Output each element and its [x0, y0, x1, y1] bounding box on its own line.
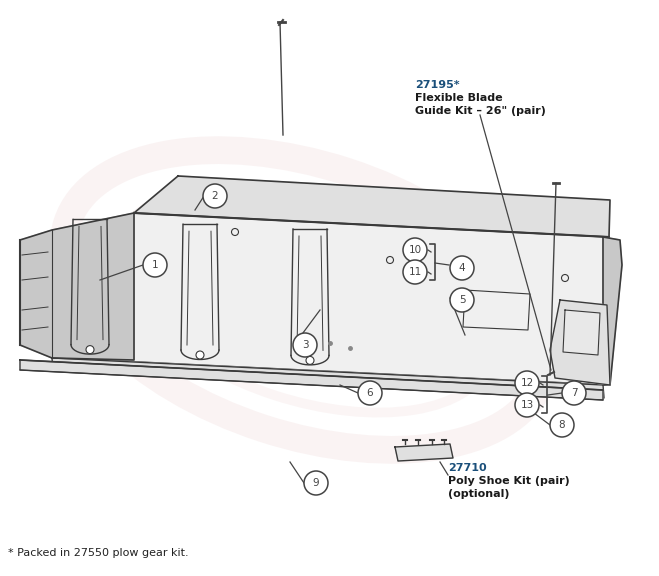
Text: 7: 7: [571, 388, 577, 398]
Text: 12: 12: [521, 378, 534, 388]
Text: 9: 9: [312, 478, 320, 488]
Polygon shape: [563, 310, 600, 355]
Circle shape: [293, 333, 317, 357]
Text: 11: 11: [409, 267, 422, 277]
Polygon shape: [395, 444, 453, 461]
Polygon shape: [20, 360, 603, 400]
Text: 27195*: 27195*: [415, 80, 459, 90]
Circle shape: [403, 260, 427, 284]
Circle shape: [143, 253, 167, 277]
Circle shape: [515, 393, 539, 417]
Text: 13: 13: [521, 400, 534, 410]
Polygon shape: [20, 213, 134, 360]
Polygon shape: [463, 290, 530, 330]
Text: 3: 3: [302, 340, 308, 350]
Circle shape: [358, 381, 382, 405]
Text: Poly Shoe Kit (pair): Poly Shoe Kit (pair): [448, 476, 570, 486]
Polygon shape: [52, 213, 609, 385]
Text: SPECIALISTS: SPECIALISTS: [146, 298, 394, 332]
Circle shape: [304, 471, 328, 495]
Text: * Packed in 27550 plow gear kit.: * Packed in 27550 plow gear kit.: [8, 548, 188, 558]
Text: (optional): (optional): [448, 489, 509, 499]
Circle shape: [550, 413, 574, 437]
Circle shape: [203, 184, 227, 208]
Text: 2: 2: [212, 191, 218, 201]
Text: 27710: 27710: [448, 463, 486, 473]
Circle shape: [450, 256, 474, 280]
Circle shape: [196, 351, 204, 359]
Text: 8: 8: [559, 420, 565, 430]
Circle shape: [515, 371, 539, 395]
Circle shape: [562, 381, 586, 405]
Circle shape: [86, 346, 94, 354]
Polygon shape: [134, 176, 610, 237]
Text: Flexible Blade: Flexible Blade: [415, 93, 503, 103]
Text: 5: 5: [459, 295, 465, 305]
Text: 4: 4: [459, 263, 465, 273]
Polygon shape: [603, 237, 622, 385]
Text: 6: 6: [366, 388, 373, 398]
Circle shape: [306, 357, 314, 365]
Text: 1: 1: [152, 260, 158, 270]
Circle shape: [450, 288, 474, 312]
Text: EQUIPMENT: EQUIPMENT: [117, 260, 422, 305]
Circle shape: [403, 238, 427, 262]
Text: 10: 10: [409, 245, 422, 255]
Text: Guide Kit – 26" (pair): Guide Kit – 26" (pair): [415, 106, 546, 116]
Polygon shape: [52, 358, 604, 398]
Polygon shape: [550, 300, 610, 385]
